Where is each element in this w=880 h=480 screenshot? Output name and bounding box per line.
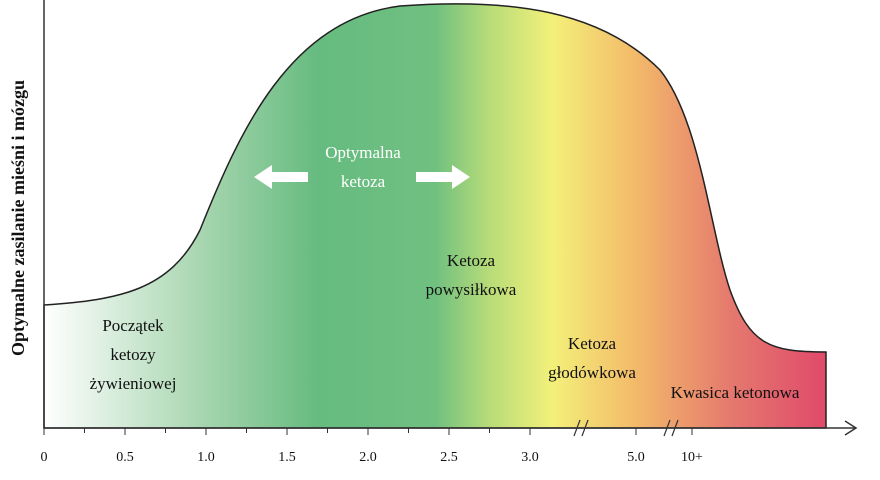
x-tick-label: 3.0 bbox=[521, 450, 539, 465]
zone-label: powysiłkowa bbox=[426, 280, 517, 299]
zone-label: żywieniowej bbox=[90, 374, 177, 393]
zone-label: Ketoza bbox=[568, 334, 617, 353]
x-tick-label: 5.0 bbox=[627, 450, 645, 465]
x-tick-label: 0.5 bbox=[116, 450, 134, 465]
zone-label: Optymalna bbox=[325, 143, 401, 162]
zone-label: Ketoza bbox=[447, 251, 496, 270]
y-axis-label: Optymalne zasilanie mieśni i mózgu bbox=[8, 80, 28, 356]
ticks: 0 0.5 1.0 1.5 2.0 2.5 3.0 5.0 10+ bbox=[41, 428, 703, 465]
x-tick-label: 1.0 bbox=[197, 450, 215, 465]
x-tick-label: 10+ bbox=[681, 450, 703, 465]
x-tick-label: 2.5 bbox=[440, 450, 458, 465]
zone-label: ketozy bbox=[110, 345, 156, 364]
zone-label: ketoza bbox=[341, 172, 386, 191]
axis-breaks bbox=[573, 419, 679, 437]
zone-label: Kwasica ketonowa bbox=[671, 383, 800, 402]
zone-label: głodówkowa bbox=[548, 363, 636, 382]
x-tick-label: 2.0 bbox=[359, 450, 377, 465]
zones: Początek ketozy żywieniowej Optymalna ketoza… bbox=[90, 143, 800, 402]
curve-area bbox=[43, 3, 827, 429]
zone-label: Początek bbox=[102, 316, 164, 335]
x-tick-label: 1.5 bbox=[278, 450, 296, 465]
x-tick-label: 0 bbox=[41, 450, 48, 465]
axis-arrow bbox=[844, 420, 858, 436]
double-arrow bbox=[254, 165, 470, 189]
